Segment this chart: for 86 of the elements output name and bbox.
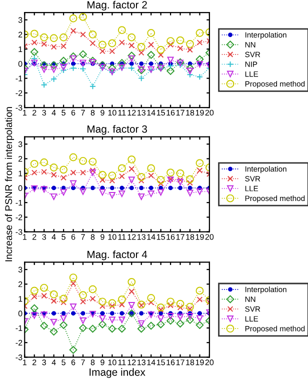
y-tick-label: 1	[18, 46, 22, 52]
y-tick-label: 0	[18, 60, 22, 67]
x-tick-label: 10	[108, 359, 116, 366]
y-tick-label: -3	[16, 229, 22, 235]
x-tick-label: 6	[71, 359, 76, 366]
x-tick-label: 17	[176, 234, 184, 240]
x-tick-label: 19	[196, 110, 204, 116]
x-tick-label: 16	[166, 234, 175, 240]
x-tick-label: 4	[52, 110, 56, 116]
x-tick-label: 4	[52, 360, 56, 366]
chart-title: Mag. factor 4	[88, 250, 148, 260]
x-tick-label: 10	[108, 234, 116, 240]
x-tick-label: 3	[42, 110, 46, 116]
x-tick-label: 8	[90, 110, 95, 116]
x-tick-label: 12	[128, 110, 136, 116]
y-tick-label: 3	[18, 141, 22, 148]
x-tick-label: 7	[81, 234, 85, 240]
x-tick-label: 18	[186, 110, 194, 116]
x-tick-label: 18	[186, 359, 194, 366]
x-tick-label: 11	[118, 360, 126, 366]
x-tick-label: 6	[71, 234, 76, 240]
y-tick-label: -2	[16, 90, 22, 96]
y-tick-label: 1	[18, 296, 22, 302]
x-tick-label: 15	[156, 360, 165, 366]
x-tick-label: 7	[81, 360, 85, 366]
x-tick-label: 9	[100, 110, 104, 116]
x-tick-label: 3	[42, 359, 46, 366]
x-tick-label: 14	[147, 360, 156, 366]
x-tick-label: 2	[32, 110, 36, 116]
x-tick-label: 19	[196, 234, 204, 240]
x-tick-label: 8	[90, 359, 95, 366]
x-tick-label: 20	[205, 359, 214, 366]
y-tick-label: 3	[18, 17, 22, 23]
y-tick-label: -1	[16, 200, 22, 206]
x-tick-label: 11	[118, 110, 126, 116]
y-tick-label: 2	[18, 32, 22, 38]
x-tick-label: 17	[176, 360, 184, 366]
x-tick-label: 5	[62, 234, 66, 240]
y-tick-label: 3	[18, 266, 22, 273]
x-tick-label: 7	[81, 110, 85, 116]
x-tick-label: 1	[23, 234, 26, 240]
x-tick-label: 17	[176, 110, 184, 116]
x-tick-label: 18	[186, 234, 194, 240]
y-tick-label: -3	[16, 104, 22, 111]
x-tick-label: 16	[166, 359, 175, 366]
x-tick-label: 1	[23, 110, 26, 116]
y-tick-label: -2	[16, 214, 22, 220]
x-tick-label: 19	[196, 359, 204, 366]
x-tick-label: 9	[100, 359, 104, 366]
chart-title: Mag. factor 3	[88, 125, 147, 135]
x-tick-label: 15	[156, 110, 165, 116]
x-tick-label: 11	[118, 234, 126, 240]
x-tick-label: 5	[62, 110, 66, 116]
x-tick-label: 13	[137, 234, 146, 240]
x-tick-label: 12	[128, 234, 136, 240]
y-tick-label: -1	[16, 325, 22, 331]
x-tick-label: 14	[147, 110, 156, 116]
x-tick-label: 10	[108, 110, 116, 116]
x-tick-label: 5	[62, 360, 66, 366]
x-tick-label: 15	[156, 234, 165, 240]
x-tick-label: 2	[32, 234, 36, 240]
x-tick-label: 3	[42, 234, 46, 240]
x-tick-label: 9	[100, 234, 104, 240]
y-tick-label: -3	[16, 354, 22, 360]
x-tick-label: 14	[147, 234, 156, 240]
x-tick-label: 13	[137, 110, 146, 116]
y-tick-label: -2	[16, 340, 22, 346]
x-tick-label: 8	[90, 234, 95, 240]
x-tick-label: 20	[205, 110, 214, 116]
y-tick-label: 2	[18, 156, 22, 162]
x-tick-label: 16	[166, 110, 175, 116]
y-tick-label: -1	[16, 76, 22, 82]
y-tick-label: 1	[18, 170, 22, 176]
x-tick-label: 2	[32, 359, 36, 366]
y-axis-title: Increase of PSNR from interpolation	[4, 107, 14, 262]
x-tick-label: 6	[71, 110, 76, 116]
x-axis-title: Image index	[90, 368, 146, 378]
x-tick-label: 4	[52, 234, 56, 240]
y-tick-label: 0	[18, 310, 22, 316]
y-tick-label: 2	[18, 281, 22, 288]
y-tick-label: 0	[18, 185, 22, 191]
x-tick-label: 13	[137, 359, 146, 366]
x-tick-label: 1	[23, 360, 26, 366]
chart-title: Mag. factor 2	[88, 0, 147, 11]
x-tick-label: 20	[205, 234, 214, 240]
x-tick-label: 12	[128, 359, 136, 366]
